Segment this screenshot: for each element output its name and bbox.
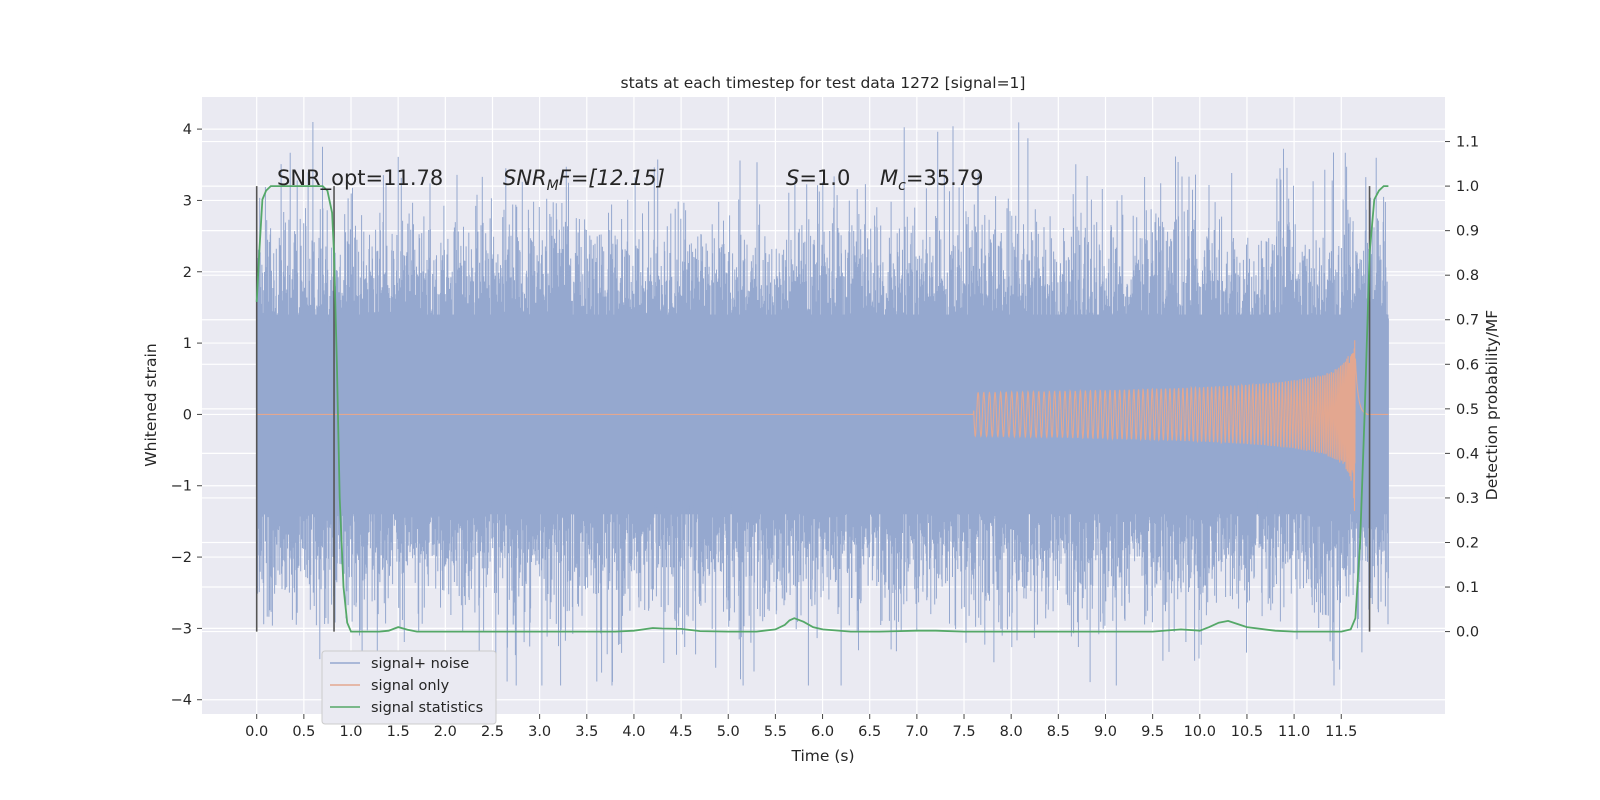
- chart-title: stats at each timestep for test data 127…: [621, 74, 1026, 92]
- x-tick-label: 9.0: [1094, 724, 1117, 740]
- y2-tick-label: 0.2: [1456, 535, 1479, 551]
- s-rest: =1.0: [799, 166, 850, 190]
- y2-tick-label: 0.8: [1456, 268, 1479, 284]
- y-tick-label: 1: [183, 336, 192, 352]
- annotation-snr-mf: SNRMF=[12.15]: [503, 166, 665, 194]
- legend: signal+ noise signal only signal statist…: [321, 650, 497, 725]
- y-tick-label: 0: [183, 407, 192, 423]
- x-tick-label: 6.0: [811, 724, 834, 740]
- snr-mf-symbol: SNR: [503, 166, 547, 190]
- tick-labels: 0.0 0.5 1.0 1.5 2.0 2.5 3.0 3.5 4.0 4.5 5.0 5.5 6.0 6…: [171, 122, 1479, 740]
- legend-label-signal-noise: signal+ noise: [371, 656, 469, 672]
- x-tick-label: 0.5: [292, 724, 315, 740]
- legend-box: [321, 650, 497, 725]
- x-tick-label: 8.5: [1047, 724, 1070, 740]
- x-tick-label: 5.5: [764, 724, 787, 740]
- y2-tick-label: 0.6: [1456, 357, 1479, 373]
- x-tick-label: 4.5: [670, 724, 693, 740]
- x-tick-label: 10.0: [1184, 724, 1216, 740]
- x-tick-label: 8.0: [1000, 724, 1023, 740]
- annotation-snr-opt: SNR_opt=11.78: [277, 166, 443, 191]
- mc-rest: =35.79: [906, 166, 984, 190]
- s-symbol: S: [786, 166, 799, 190]
- x-axis-label: Time (s): [790, 747, 854, 765]
- x-tick-label: 11.5: [1325, 724, 1357, 740]
- snr-mf-subscript: M: [547, 178, 559, 194]
- annotation-mc: Mc=35.79: [880, 166, 984, 194]
- y2-tick-label: 0.5: [1456, 402, 1479, 418]
- x-tick-label: 3.5: [575, 724, 598, 740]
- mc-symbol: M: [880, 166, 898, 190]
- x-tick-label: 3.0: [528, 724, 551, 740]
- y-tick-label: −4: [171, 693, 192, 709]
- legend-label-signal-statistics: signal statistics: [371, 700, 483, 716]
- y-tick-label: 3: [183, 193, 192, 209]
- signal-only-line: [256, 340, 1389, 512]
- y-axis-label: Whitened strain: [142, 343, 160, 466]
- x-tick-label: 2.5: [481, 724, 504, 740]
- y2-tick-label: 0.4: [1456, 446, 1479, 462]
- signal-only-series: [256, 340, 1389, 512]
- y2-tick-label: 0.7: [1456, 313, 1479, 329]
- legend-label-signal-only: signal only: [371, 678, 450, 694]
- y-tick-label: 4: [183, 122, 192, 138]
- y2-tick-label: 0.0: [1456, 625, 1479, 641]
- signal-statistics-series: [255, 185, 1389, 633]
- x-tick-label: 1.5: [387, 724, 410, 740]
- x-tick-label: 9.5: [1141, 724, 1164, 740]
- signal-statistics-line: [255, 185, 1389, 633]
- y2-tick-label: 0.9: [1456, 224, 1479, 240]
- mc-subscript: c: [898, 178, 906, 194]
- y-tick-label: −3: [171, 621, 192, 637]
- x-tick-label: 1.0: [339, 724, 362, 740]
- y2-tick-label: 0.1: [1456, 580, 1479, 596]
- x-tick-label: 2.0: [434, 724, 457, 740]
- x-tick-label: 5.0: [717, 724, 740, 740]
- x-tick-label: 7.5: [952, 724, 975, 740]
- y-tick-label: 2: [183, 265, 192, 281]
- x-tick-label: 4.0: [622, 724, 645, 740]
- x-tick-label: 6.5: [858, 724, 881, 740]
- y2-axis-label: Detection probability/MF: [1483, 310, 1501, 501]
- x-tick-label: 0.0: [245, 724, 268, 740]
- y-tick-label: −1: [171, 479, 192, 495]
- y-tick-label: −2: [171, 550, 192, 566]
- y2-tick-label: 1.0: [1456, 179, 1479, 195]
- x-tick-label: 7.0: [905, 724, 928, 740]
- annotation-s: S=1.0: [786, 166, 850, 190]
- y2-tick-label: 0.3: [1456, 491, 1479, 507]
- x-tick-label: 10.5: [1231, 724, 1263, 740]
- x-tick-label: 11.0: [1278, 724, 1310, 740]
- snr-mf-rest: F=[12.15]: [559, 166, 665, 190]
- y2-tick-label: 1.1: [1456, 135, 1479, 151]
